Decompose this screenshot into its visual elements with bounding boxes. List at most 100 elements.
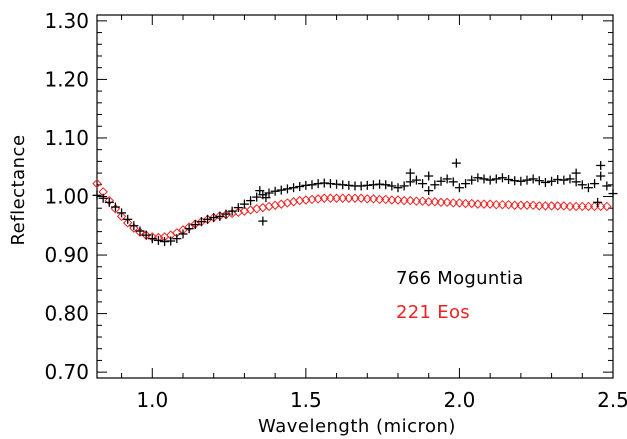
- moguntia-point: [264, 188, 274, 198]
- eos-point: [565, 201, 575, 212]
- moguntia-point: [387, 181, 397, 191]
- moguntia-point: [448, 177, 458, 187]
- eos-point: [129, 223, 139, 233]
- moguntia-point: [129, 221, 139, 231]
- moguntia-point: [178, 229, 188, 239]
- tick-labels-group: 1.0 1.5 2.0 2.5 0.70 0.80 0.90 1.00 1.10 1.20 1.30: [44, 9, 627, 412]
- legend-entry-moguntia: 766 Moguntia: [396, 268, 524, 289]
- moguntia-point: [104, 197, 114, 207]
- eos-point: [374, 194, 385, 205]
- moguntia-point: [123, 214, 133, 224]
- moguntia-point: [196, 217, 206, 227]
- eos-point: [448, 198, 458, 208]
- eos-point: [381, 194, 391, 205]
- moguntia-point: [270, 186, 280, 196]
- eos-point: [393, 195, 403, 205]
- y-tick-label: 0.70: [44, 360, 89, 384]
- moguntia-point: [540, 177, 550, 187]
- x-tick-label: 1.5: [290, 388, 322, 412]
- y-tick-label: 1.00: [44, 185, 89, 209]
- moguntia-point: [147, 234, 157, 244]
- moguntia-point: [405, 177, 415, 187]
- moguntia-point: [516, 176, 526, 186]
- moguntia-point: [608, 189, 618, 199]
- moguntia-point: [98, 193, 108, 203]
- moguntia-point: [596, 160, 606, 170]
- moguntia-point: [405, 168, 415, 178]
- plot-frame: [96, 14, 614, 379]
- moguntia-point: [430, 180, 440, 190]
- moguntia-point: [596, 171, 606, 181]
- axes-frame-group: [96, 14, 614, 379]
- eos-point: [116, 211, 127, 222]
- moguntia-point: [593, 197, 603, 207]
- moguntia-point: [258, 216, 268, 226]
- moguntia-point: [602, 181, 612, 191]
- moguntia-point: [411, 175, 421, 185]
- moguntia-point: [504, 175, 514, 185]
- eos-point: [436, 197, 446, 208]
- moguntia-point: [141, 230, 151, 240]
- eos-point: [503, 199, 514, 210]
- eos-point: [454, 198, 465, 208]
- moguntia-point: [252, 192, 262, 202]
- moguntia-point: [110, 202, 120, 212]
- y-tick-label: 1.30: [44, 9, 89, 33]
- moguntia-point: [184, 224, 194, 234]
- eos-point: [368, 194, 379, 204]
- eos-point: [430, 197, 440, 207]
- eos-point: [344, 193, 354, 203]
- eos-point: [528, 200, 538, 210]
- moguntia-point: [451, 158, 461, 168]
- moguntia-point: [577, 180, 587, 190]
- eos-point: [338, 193, 348, 203]
- moguntia-point: [233, 203, 243, 213]
- moguntia-point: [528, 174, 538, 184]
- x-tick-label: 1.0: [136, 388, 168, 412]
- eos-point: [473, 199, 483, 209]
- eos-point: [534, 201, 544, 211]
- moguntia-point: [424, 171, 434, 181]
- eos-point: [577, 201, 587, 212]
- moguntia-point: [497, 173, 507, 183]
- eos-point: [92, 178, 102, 189]
- eos-point: [460, 198, 471, 209]
- moguntia-point: [117, 208, 127, 218]
- moguntia-point: [442, 174, 452, 184]
- x-tick-label: 2.5: [597, 388, 627, 412]
- eos-point: [350, 193, 360, 203]
- eos-point: [387, 195, 397, 205]
- eos-point: [571, 201, 581, 212]
- moguntia-point: [255, 186, 265, 196]
- moguntia-point: [307, 180, 317, 190]
- eos-point: [546, 201, 557, 211]
- moguntia-point: [565, 174, 575, 184]
- eos-point: [553, 201, 563, 211]
- y-tick-label: 1.20: [44, 67, 89, 91]
- moguntia-point: [583, 183, 593, 193]
- moguntia-point: [559, 175, 569, 185]
- moguntia-point: [209, 213, 219, 223]
- moguntia-point: [92, 190, 102, 200]
- moguntia-point: [571, 177, 581, 187]
- eos-point: [559, 201, 569, 211]
- eos-point: [325, 193, 336, 203]
- eos-point: [356, 193, 366, 203]
- eos-point: [516, 200, 526, 210]
- moguntia-point: [491, 174, 501, 184]
- eos-point: [522, 200, 532, 210]
- eos-point: [424, 197, 434, 207]
- y-tick-label: 1.10: [44, 126, 89, 150]
- moguntia-point: [436, 176, 446, 186]
- moguntia-point: [399, 181, 409, 191]
- eos-point: [399, 195, 409, 206]
- eos-point: [497, 199, 508, 210]
- eos-point: [331, 193, 342, 203]
- eos-point: [405, 195, 415, 206]
- moguntia-point: [424, 186, 434, 196]
- moguntia-point: [227, 206, 237, 216]
- legend: 766 Moguntia 221 Eos: [396, 268, 524, 323]
- moguntia-point: [153, 235, 163, 245]
- moguntia-point: [454, 183, 464, 193]
- moguntia-point: [590, 179, 600, 189]
